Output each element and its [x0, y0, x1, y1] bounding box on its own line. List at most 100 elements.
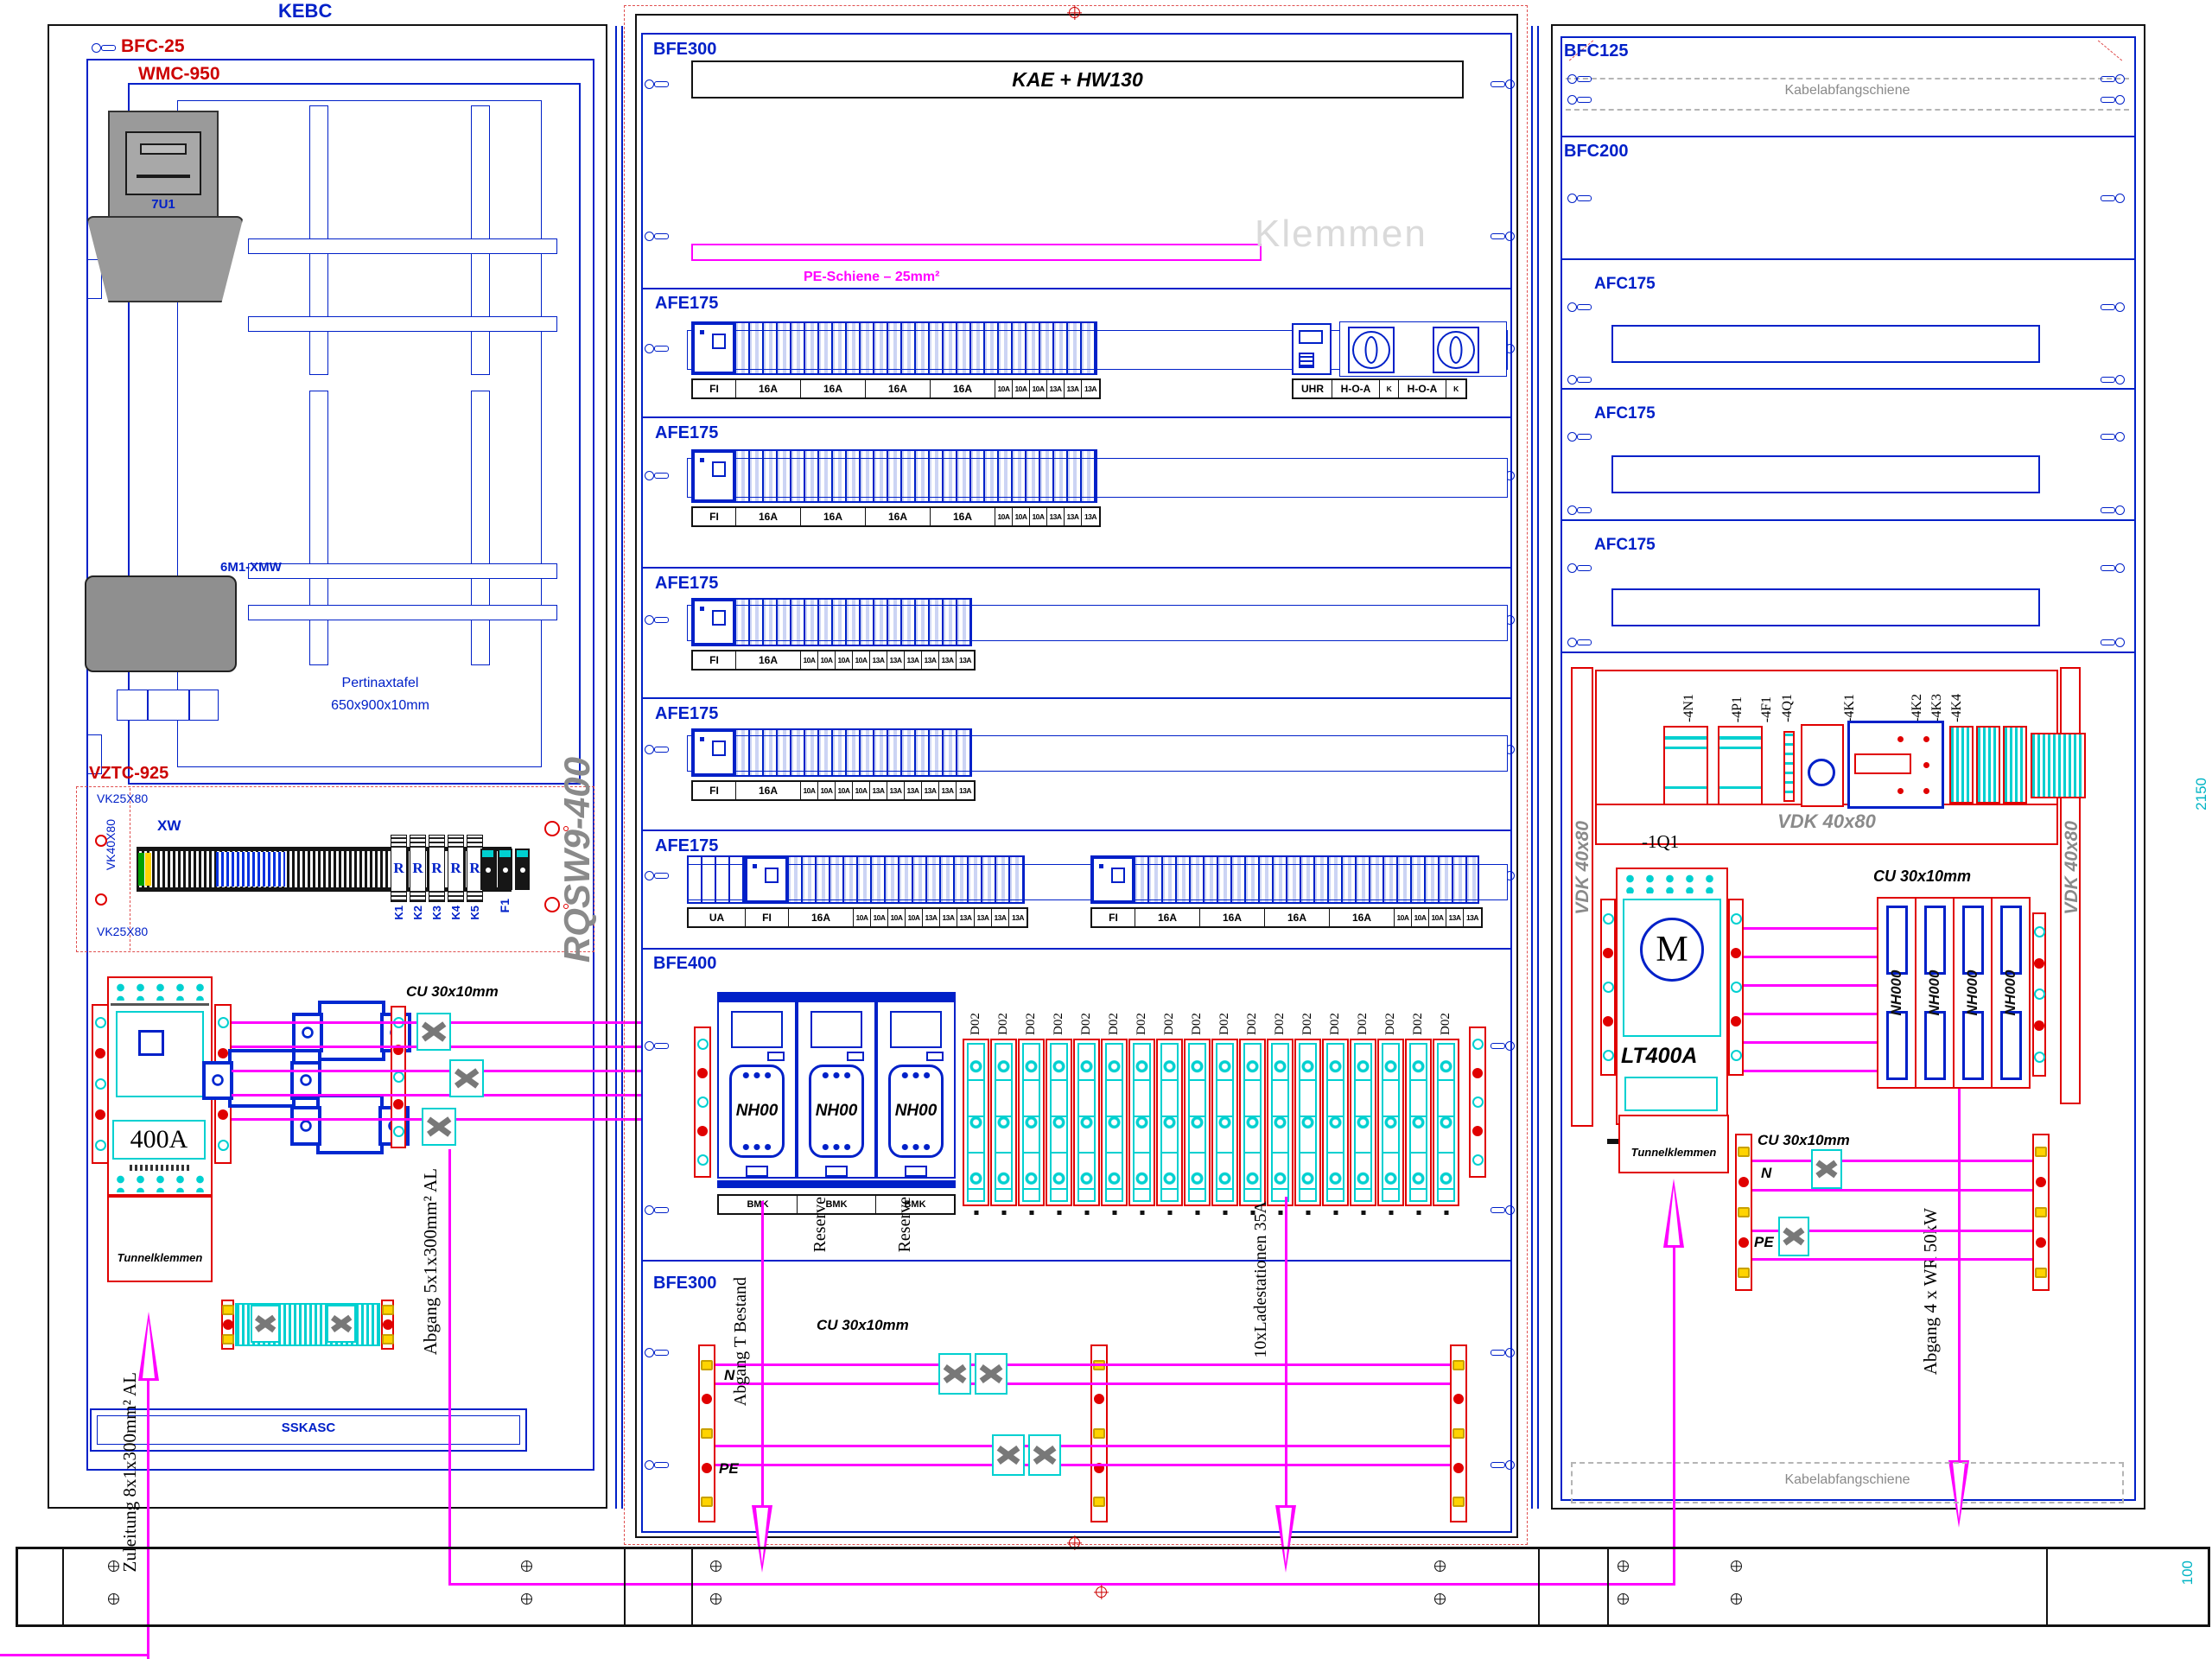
row-title: AFE175 [655, 294, 719, 313]
section-divider [641, 288, 1512, 290]
breaker-label: 13A [1084, 385, 1097, 393]
breaker-label: 10A [836, 652, 853, 669]
fuse-indicator [767, 1051, 785, 1062]
base-screw [521, 1593, 532, 1605]
breaker-label: 10A [1030, 380, 1047, 397]
breaker-label: 16A [736, 508, 801, 525]
fuse-window [1885, 1011, 1908, 1080]
fuse-window [890, 1011, 942, 1048]
device-tag: -4N1 [1681, 694, 1696, 722]
busbar-connector [449, 1059, 484, 1097]
relay-letter: R [412, 860, 423, 876]
d02-label: D02 [1190, 1013, 1204, 1035]
breaker-label: 13A [923, 909, 940, 926]
mount-dot [563, 904, 569, 909]
busbar-line [1744, 956, 1877, 958]
breaker-label: FI [693, 782, 736, 799]
breaker-label: 13A [1011, 913, 1025, 922]
right-panel-outline [1551, 24, 2145, 1510]
breaker-modules [1090, 855, 1479, 904]
d02-unit: D02 [1377, 985, 1404, 1206]
breaker-label: 13A [905, 782, 922, 799]
relay-unit: R K5 [467, 835, 483, 920]
breaker-label: UA [689, 909, 746, 926]
d02-fuse-module [1377, 1039, 1404, 1206]
d02-label: D02 [1217, 1013, 1231, 1035]
screw-icon [645, 1348, 669, 1357]
section-label: BFC125 [1564, 41, 1629, 60]
screw-icon [1491, 1041, 1515, 1050]
dimension-label: 2150 [2193, 778, 2209, 810]
hinge-icon [87, 734, 102, 774]
duct-label-bottom: VK25X80 [97, 925, 149, 938]
nh00-fuse-switch: NH00 [717, 1002, 797, 1179]
breaker-label-strip: UA FI 16A 10A 10A 10A 10A 13A 13A 13A 13A 13A 13A [687, 907, 1028, 928]
relay-unit: R K2 [410, 835, 426, 920]
breaker-label: 10A [853, 652, 870, 669]
busbar-connector [992, 1434, 1025, 1476]
screw-icon [1567, 74, 1592, 84]
starter-terminals [1620, 873, 1724, 893]
busbar-connector [1811, 1149, 1842, 1189]
frame-label-wmc950: WMC-950 [138, 64, 220, 84]
reserve-note: Reserve [895, 1197, 914, 1253]
d02-unit: D02 [1128, 985, 1155, 1206]
n-label: N [1761, 1165, 1772, 1181]
busbar-holder [2032, 1134, 2050, 1291]
screw-icon [1567, 432, 1592, 442]
section-divider [641, 948, 1512, 950]
d02-label: D02 [1273, 1013, 1287, 1035]
breaker-label: 16A [866, 508, 931, 525]
nh000-fuse-group: NH000 NH000 NH000 NH000 [1877, 897, 2031, 1089]
device-tag: -4F1 [1759, 696, 1774, 722]
breaker-label: 10A [1013, 380, 1030, 397]
relay-module [2003, 726, 2027, 804]
cable-rail-label: Kabelabfangschiene [1784, 83, 1910, 98]
bmk-label: BMK [719, 1196, 798, 1213]
d02-label: D02 [1162, 1013, 1176, 1035]
breaker-rating: 400A [112, 1120, 206, 1160]
outgoing-line [1958, 1089, 1961, 1460]
breaker-label: 16A [931, 508, 995, 525]
section-divider [1560, 258, 2136, 261]
bmk-label-strip: BMK BMK BMK [717, 1194, 956, 1215]
tunnel-terminal-label: Tunnelklemmen [117, 1251, 203, 1264]
breaker-modules [691, 449, 1097, 503]
watermark-klemmen: Klemmen [1255, 213, 1427, 255]
breaker-label: 13A [1047, 508, 1065, 525]
relay-unit: R K3 [429, 835, 445, 920]
fuse-window [1999, 906, 2022, 975]
relay-body: R [448, 835, 464, 902]
screw-icon [92, 43, 116, 53]
starter-face [1623, 899, 1721, 1037]
breaker-label: 10A [818, 652, 836, 669]
section-divider [641, 567, 1512, 569]
screw-icon [1491, 79, 1515, 88]
screw-icon [645, 871, 669, 880]
bmk-label: BMK [798, 1196, 876, 1213]
screw-icon [1567, 638, 1592, 647]
busbar-holder [1469, 1027, 1486, 1178]
base-screw [108, 1593, 119, 1605]
frame-label-bfc25: BFC-25 [121, 36, 185, 56]
busbar-line [1744, 1013, 1877, 1015]
screw-icon [1491, 1460, 1515, 1469]
d02-fuse-module [1128, 1039, 1155, 1206]
bottom-route-line [448, 1583, 1675, 1586]
timer-uhr [1292, 323, 1332, 375]
breaker-label: 13A [957, 909, 975, 926]
fuse-label: NH000 [2002, 969, 2018, 1016]
blank-cover [1611, 455, 2040, 493]
busbar-connector [975, 1353, 1007, 1395]
breaker-label: 16A [931, 380, 995, 397]
cable-rail-label: Kabelabfangschiene [1784, 1472, 1910, 1487]
relay-letter: R [431, 860, 442, 876]
fi-breaker [693, 730, 734, 775]
d02-unit: D02 [1101, 985, 1128, 1206]
d02-unit: D02 [1018, 985, 1045, 1206]
relay-body: R [429, 835, 445, 902]
busbar-support [202, 1049, 321, 1108]
blank-cover [1611, 588, 2040, 626]
breaker-label: 10A [801, 652, 818, 669]
d02-fuse-module [1211, 1039, 1238, 1206]
